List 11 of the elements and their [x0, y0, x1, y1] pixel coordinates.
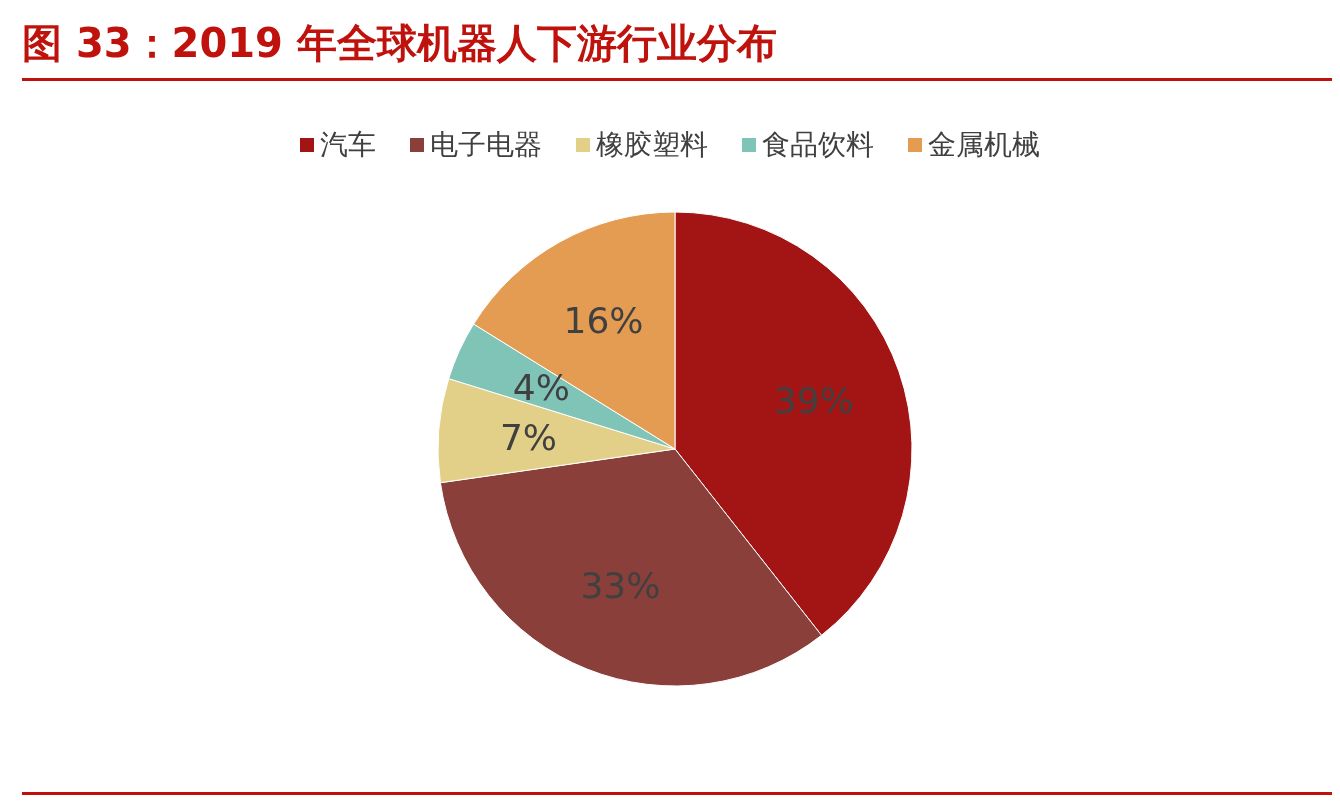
legend-label: 金属机械 [928, 127, 1040, 163]
legend-label: 电子电器 [430, 127, 542, 163]
legend-label: 橡胶塑料 [596, 127, 708, 163]
data-label: 7% [499, 416, 558, 458]
data-label: 4% [512, 367, 570, 409]
legend-label: 食品饮料 [762, 127, 874, 163]
legend-label: 汽车 [320, 127, 376, 163]
data-label: 33% [580, 564, 661, 606]
chart-title: 图 33：2019 年全球机器人下游行业分布 [22, 19, 777, 68]
data-label: 16% [563, 300, 644, 342]
data-label: 39% [773, 380, 854, 422]
